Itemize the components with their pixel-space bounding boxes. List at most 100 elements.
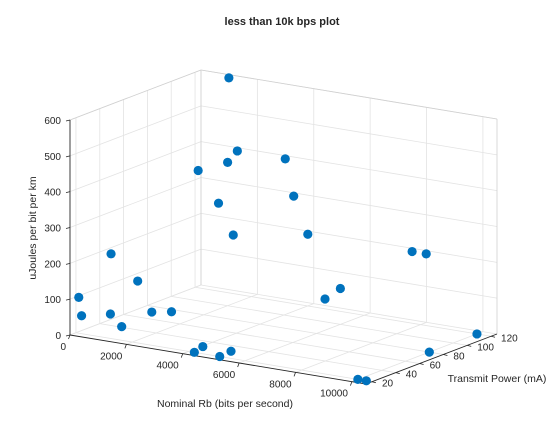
z-tick bbox=[65, 262, 71, 265]
x-tick bbox=[293, 372, 296, 377]
data-point bbox=[74, 292, 84, 302]
data-point bbox=[335, 283, 345, 294]
grid-layer bbox=[69, 69, 498, 383]
data-point bbox=[193, 165, 203, 176]
data-point bbox=[421, 249, 431, 259]
z-tick-label: 200 bbox=[44, 259, 61, 270]
x-axis-label: Nominal Rb (bits per second) bbox=[157, 398, 293, 410]
x-tick bbox=[180, 353, 184, 358]
data-point bbox=[353, 374, 363, 384]
data-point bbox=[289, 191, 299, 201]
data-point bbox=[105, 309, 116, 319]
y-tick-label: 80 bbox=[453, 351, 465, 362]
data-point bbox=[303, 229, 313, 239]
z-gridline-back bbox=[200, 177, 498, 227]
data-point bbox=[361, 376, 371, 386]
data-point bbox=[215, 351, 225, 362]
z-tick-label: 400 bbox=[44, 188, 61, 199]
x-gridline-floor bbox=[295, 321, 427, 373]
y-axis-label: Transmit Power (mA) bbox=[448, 373, 547, 385]
x-tick-label: 2000 bbox=[100, 351, 123, 362]
y-tick bbox=[443, 354, 448, 356]
y-gridline-floor bbox=[171, 295, 468, 346]
z-gridline-left bbox=[69, 212, 202, 264]
data-point bbox=[76, 311, 87, 321]
y-tick-label: 100 bbox=[477, 342, 494, 353]
y-tick-label: 60 bbox=[430, 361, 442, 372]
box-edge bbox=[200, 69, 498, 120]
z-gridline-back bbox=[200, 284, 498, 335]
z-tick bbox=[65, 119, 71, 122]
data-point bbox=[166, 307, 177, 317]
labels-layer: 0 2000 4000 6000 8000 10000 20 40 60 80 100 120 0 100… bbox=[44, 116, 518, 400]
z-gridline-back bbox=[200, 105, 498, 156]
x-tick-label: 6000 bbox=[213, 370, 236, 381]
box-edge bbox=[69, 69, 202, 121]
data-point bbox=[228, 230, 238, 240]
data-point bbox=[226, 346, 236, 356]
z-tick-label: 500 bbox=[44, 152, 61, 163]
z-gridline-left bbox=[69, 141, 202, 193]
y-tick bbox=[467, 344, 472, 347]
z-tick-label: 300 bbox=[44, 224, 61, 235]
y-gridline-floor bbox=[194, 286, 492, 337]
z-axis-label: uJoules per bit per km bbox=[27, 176, 39, 280]
y-gridline-floor bbox=[147, 305, 444, 355]
data-point bbox=[133, 276, 143, 286]
data-point bbox=[424, 347, 434, 357]
x-tick-label: 0 bbox=[60, 342, 66, 353]
data-point bbox=[198, 341, 208, 352]
z-tick-label: 600 bbox=[44, 116, 61, 127]
data-point bbox=[189, 347, 199, 357]
data-point bbox=[213, 198, 224, 208]
z-gridline-back bbox=[200, 212, 498, 263]
data-point bbox=[117, 322, 127, 332]
axes-layer bbox=[65, 69, 498, 386]
x-tick-label: 4000 bbox=[157, 361, 180, 372]
y-tick bbox=[395, 372, 400, 375]
z-gridline-left bbox=[69, 284, 202, 336]
x-tick bbox=[350, 381, 353, 386]
z-gridline-left bbox=[69, 177, 202, 228]
y-tick-label: 20 bbox=[382, 379, 394, 390]
y-tick bbox=[490, 335, 496, 338]
z-tick-label: 100 bbox=[44, 295, 61, 306]
z-tick-label: 0 bbox=[55, 331, 61, 342]
x-gridline-floor bbox=[239, 312, 371, 364]
z-gridline-left bbox=[69, 105, 202, 157]
chart-title: less than 10k bps plot bbox=[225, 16, 340, 28]
data-point bbox=[320, 294, 330, 304]
x-tick bbox=[68, 334, 71, 340]
z-tick bbox=[65, 298, 71, 301]
y-tick bbox=[419, 363, 424, 365]
z-tick bbox=[65, 227, 71, 229]
y-gridline-floor bbox=[123, 314, 420, 364]
y-tick-label: 120 bbox=[501, 333, 518, 344]
data-point bbox=[472, 329, 482, 339]
z-gridline-back bbox=[200, 248, 498, 299]
z-tick bbox=[65, 334, 71, 337]
z-tick bbox=[65, 155, 71, 158]
x-tick-label: 8000 bbox=[269, 379, 292, 390]
y-gridline-floor bbox=[99, 323, 396, 374]
x-tick-label: 10000 bbox=[320, 389, 348, 400]
x-tick bbox=[237, 362, 240, 368]
x-gridline-floor bbox=[351, 331, 484, 383]
y-tick-label: 40 bbox=[406, 370, 418, 381]
z-gridline-left bbox=[69, 248, 202, 300]
data-point bbox=[280, 154, 290, 164]
y-axis-line bbox=[365, 333, 498, 385]
data-point bbox=[224, 73, 234, 83]
x-tick bbox=[124, 344, 127, 349]
data-point bbox=[223, 157, 233, 167]
points-layer bbox=[74, 73, 482, 386]
y-tick bbox=[371, 381, 377, 384]
data-point bbox=[407, 246, 417, 257]
data-point bbox=[106, 249, 116, 259]
x-gridline-floor bbox=[126, 293, 258, 345]
data-point bbox=[147, 307, 157, 317]
data-point bbox=[232, 146, 242, 156]
z-tick bbox=[65, 191, 71, 194]
